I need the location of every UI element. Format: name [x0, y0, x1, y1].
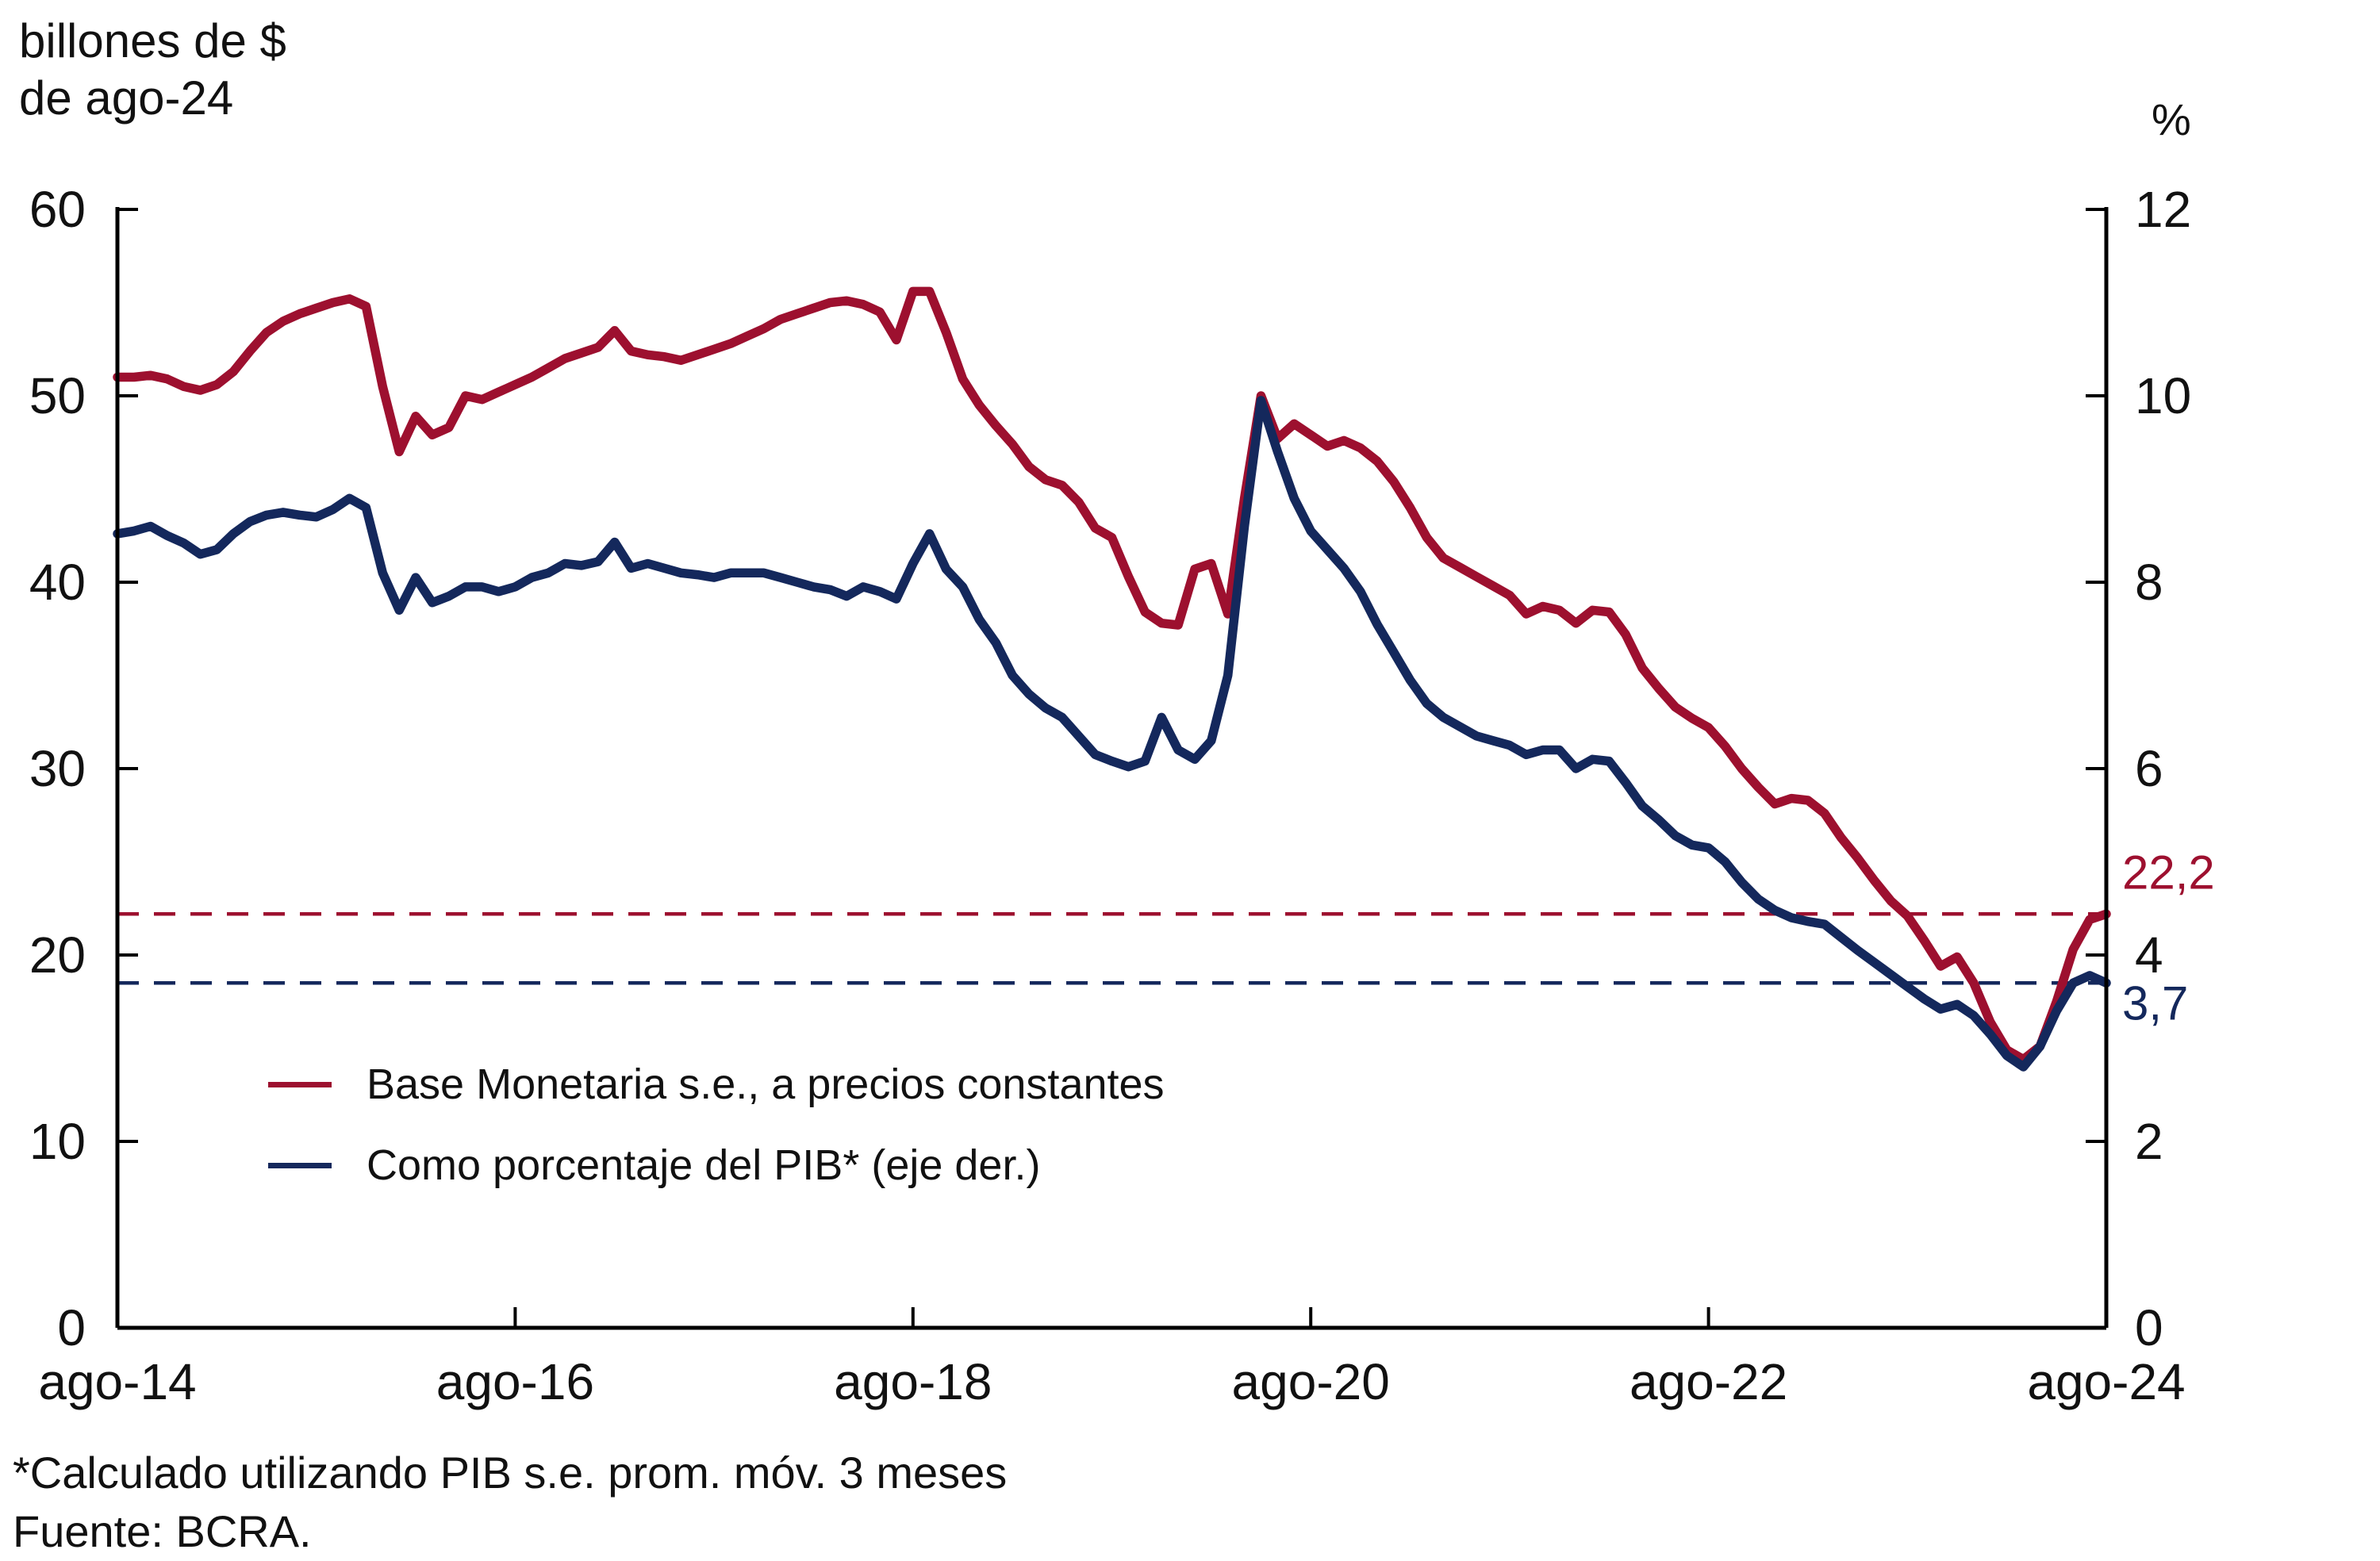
x-axis-tick-label-ago-22: ago-22 — [1630, 1353, 1787, 1410]
footnote: *Calculado utilizando PIB s.e. prom. móv… — [13, 1444, 1007, 1561]
left-axis-tick-label-10: 10 — [29, 1113, 86, 1170]
right-axis-tick-label-12: 12 — [2135, 181, 2191, 238]
blue-dashed-value-label: 3,7 — [2122, 976, 2188, 1030]
right-axis-tick-label-6: 6 — [2135, 740, 2163, 797]
x-axis-tick-label-ago-14: ago-14 — [38, 1353, 196, 1410]
left-axis-tick-label-40: 40 — [29, 554, 86, 611]
x-axis-tick-label-ago-24: ago-24 — [2027, 1353, 2185, 1410]
red-dashed-value-label: 22,2 — [2122, 846, 2215, 899]
x-axis-tick-label-ago-20: ago-20 — [1232, 1353, 1390, 1410]
legend: Base Monetaria s.e., a precios constante… — [268, 1060, 1165, 1190]
left-axis-tick-label-30: 30 — [29, 740, 86, 797]
footnote-calculation-note: *Calculado utilizando PIB s.e. prom. móv… — [13, 1448, 1008, 1498]
left-axis-tick-label-20: 20 — [29, 926, 86, 984]
legend-label-base-monetaria: Base Monetaria s.e., a precios constante… — [367, 1060, 1165, 1108]
left-axis-tick-label-60: 60 — [29, 181, 86, 238]
right-axis-tick-label-2: 2 — [2135, 1113, 2163, 1170]
pib-percentage-line — [113, 396, 2111, 1072]
right-axis-tick-label-0: 0 — [2135, 1299, 2163, 1356]
right-axis-tick-label-8: 8 — [2135, 554, 2163, 611]
legend-item-pib-percentage: Como porcentaje del PIB* (eje der.) — [268, 1141, 1165, 1190]
footnote-source: Fuente: BCRA. — [13, 1505, 312, 1556]
x-axis-tick-label-ago-16: ago-16 — [436, 1353, 594, 1410]
right-axis-title: % — [2152, 94, 2191, 144]
left-axis-tick-label-0: 0 — [57, 1299, 86, 1356]
base-monetaria-swatch-icon — [268, 1081, 332, 1087]
x-axis-tick-label-ago-18: ago-18 — [834, 1353, 992, 1410]
pib-percentage-swatch-icon — [268, 1162, 332, 1168]
left-axis-tick-label-50: 50 — [29, 367, 86, 424]
left-axis-title: billones de $ de ago-24 — [19, 14, 286, 125]
legend-item-base-monetaria: Base Monetaria s.e., a precios constante… — [268, 1060, 1165, 1109]
legend-label-pib-percentage: Como porcentaje del PIB* (eje der.) — [367, 1141, 1041, 1189]
right-axis-tick-label-4: 4 — [2135, 926, 2163, 984]
base-monetaria-line — [113, 286, 2111, 1064]
right-axis-tick-label-10: 10 — [2135, 367, 2191, 424]
